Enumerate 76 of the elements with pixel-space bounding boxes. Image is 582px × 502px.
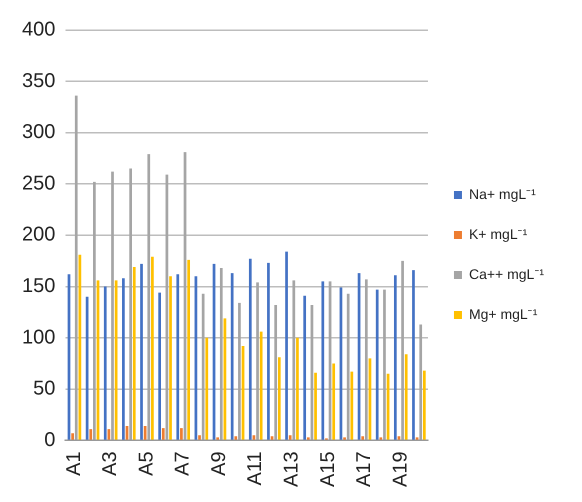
bar bbox=[248, 258, 252, 440]
y-tick-label: 350 bbox=[22, 70, 56, 92]
y-tick-label: 300 bbox=[22, 121, 56, 144]
bar bbox=[126, 426, 128, 440]
bar bbox=[270, 436, 274, 440]
bar bbox=[242, 346, 244, 440]
bar bbox=[350, 372, 354, 440]
bar bbox=[404, 354, 408, 440]
bar bbox=[296, 338, 299, 440]
bar bbox=[343, 437, 346, 440]
bar bbox=[260, 332, 263, 440]
legend-label: K+ mgL⁻¹ bbox=[468, 226, 528, 242]
y-tick-label: 50 bbox=[33, 378, 56, 400]
bar bbox=[122, 278, 125, 440]
bar bbox=[169, 276, 172, 440]
bar bbox=[108, 429, 110, 440]
bar bbox=[224, 318, 226, 440]
bar bbox=[96, 280, 100, 440]
y-tick-label: 250 bbox=[22, 172, 56, 194]
y-tick-label: 100 bbox=[22, 326, 56, 348]
y-tick-label: 0 bbox=[44, 428, 56, 451]
bar bbox=[376, 290, 379, 440]
bar bbox=[89, 429, 92, 440]
bar bbox=[198, 435, 201, 440]
bar bbox=[358, 273, 360, 440]
bar bbox=[412, 270, 415, 440]
bar bbox=[303, 296, 306, 440]
x-tick-label: A9 bbox=[208, 451, 230, 476]
x-tick-label: A15 bbox=[316, 451, 339, 488]
x-tick-label: A1 bbox=[62, 451, 85, 476]
bar bbox=[162, 428, 165, 440]
x-tick-label: A3 bbox=[99, 451, 122, 476]
bar bbox=[158, 292, 162, 440]
bar bbox=[187, 260, 190, 440]
bar bbox=[252, 435, 256, 440]
bar bbox=[394, 275, 397, 440]
bar bbox=[398, 436, 400, 440]
bar bbox=[314, 372, 317, 440]
y-tick-label: 150 bbox=[22, 275, 56, 298]
y-tick-label: 400 bbox=[22, 18, 56, 41]
bar bbox=[368, 358, 372, 440]
bar bbox=[132, 267, 136, 440]
bar bbox=[212, 264, 216, 440]
bar bbox=[78, 254, 82, 440]
x-tick-label: A11 bbox=[244, 451, 266, 486]
x-tick-label: A5 bbox=[135, 451, 158, 476]
bar bbox=[340, 288, 342, 440]
bar bbox=[180, 428, 183, 440]
x-tick-label: A19 bbox=[389, 451, 412, 488]
x-tick-label: A17 bbox=[353, 451, 376, 488]
bar bbox=[194, 276, 198, 440]
bar bbox=[267, 262, 270, 440]
legend-label: Mg+ mgL⁻¹ bbox=[468, 306, 538, 322]
bar bbox=[86, 296, 88, 440]
bar bbox=[144, 426, 146, 440]
bar bbox=[422, 370, 426, 440]
x-tick-label: A13 bbox=[280, 451, 303, 488]
bar bbox=[205, 338, 208, 440]
bar bbox=[114, 280, 118, 440]
bar bbox=[332, 363, 336, 440]
bar bbox=[278, 357, 281, 440]
bar bbox=[71, 433, 74, 440]
legend-label: Ca++ mgL⁻¹ bbox=[468, 266, 544, 282]
bar bbox=[140, 264, 143, 440]
bar bbox=[151, 256, 154, 440]
bar bbox=[230, 273, 234, 440]
bar bbox=[285, 252, 288, 440]
legend-label: Na+ mgL⁻¹ bbox=[468, 186, 536, 202]
bar bbox=[176, 274, 180, 440]
bar bbox=[68, 274, 70, 440]
bar bbox=[321, 281, 324, 440]
bar bbox=[386, 374, 390, 440]
bar bbox=[416, 437, 418, 440]
x-tick-label: A7 bbox=[172, 451, 194, 476]
bar bbox=[104, 286, 107, 440]
y-tick-label: 200 bbox=[22, 224, 56, 246]
